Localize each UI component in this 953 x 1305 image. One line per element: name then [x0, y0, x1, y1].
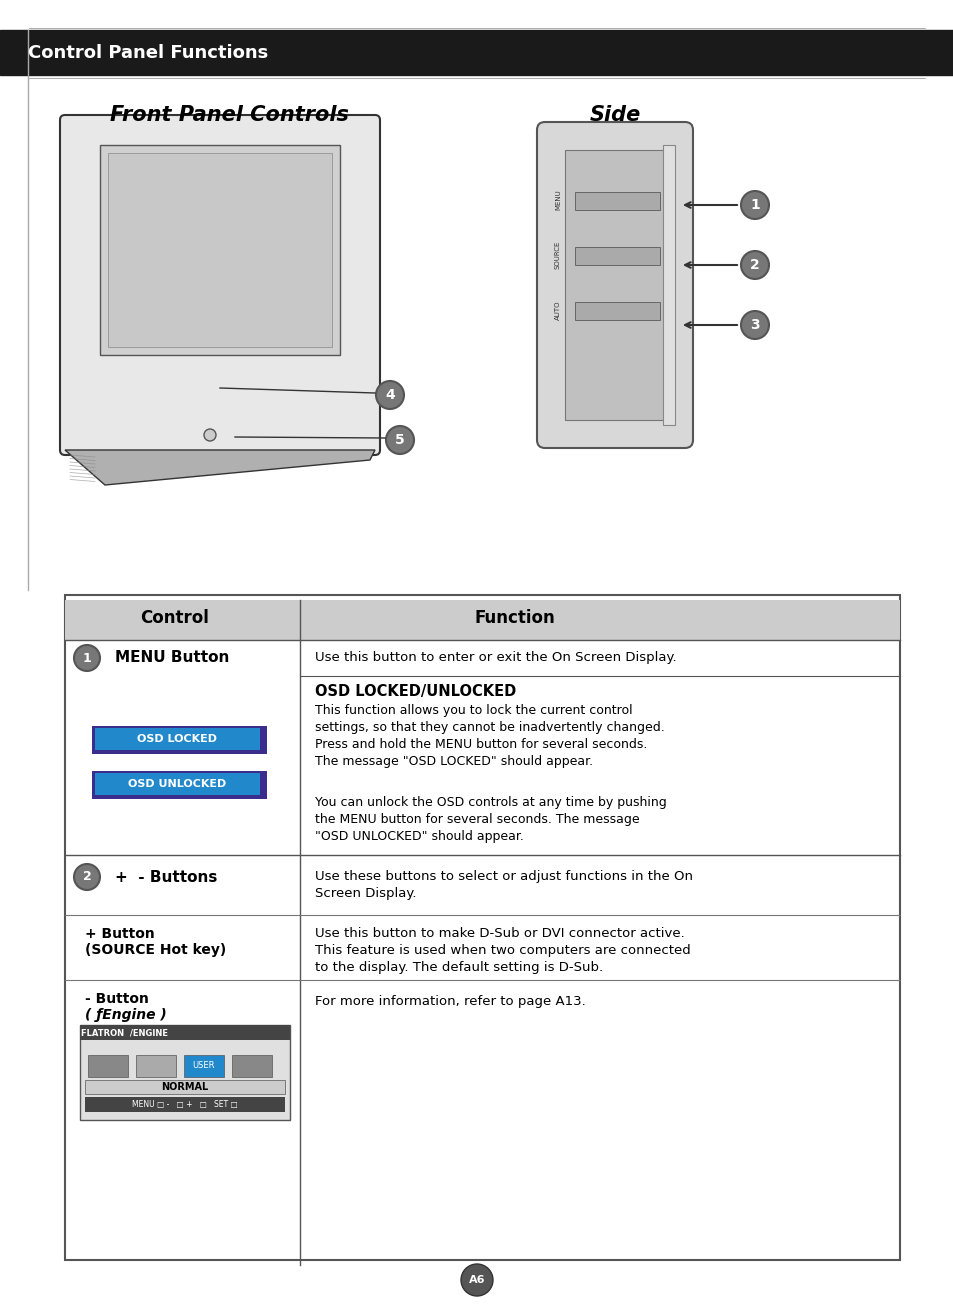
Bar: [136, 1054, 175, 1077]
Bar: [80, 1024, 290, 1120]
Bar: [662, 145, 675, 425]
Circle shape: [740, 251, 768, 279]
Text: OSD LOCKED/UNLOCKED: OSD LOCKED/UNLOCKED: [314, 684, 516, 699]
Text: OSD LOCKED: OSD LOCKED: [137, 733, 216, 744]
Text: This function allows you to lock the current control
settings, so that they cann: This function allows you to lock the cur…: [314, 703, 664, 769]
Bar: [108, 153, 332, 347]
Text: 4: 4: [385, 388, 395, 402]
Bar: [575, 247, 659, 265]
Text: Front Panel Controls: Front Panel Controls: [110, 104, 349, 125]
Text: 1: 1: [749, 198, 760, 211]
Bar: [100, 145, 339, 355]
Bar: [0, 30, 953, 74]
Text: + Button: + Button: [85, 927, 154, 941]
Bar: [91, 771, 267, 799]
Circle shape: [74, 645, 100, 671]
Text: Control Panel Functions: Control Panel Functions: [28, 44, 268, 63]
FancyBboxPatch shape: [60, 115, 379, 455]
Text: USER: USER: [193, 1061, 215, 1070]
Bar: [575, 192, 659, 210]
Text: 3: 3: [749, 318, 759, 331]
Text: MENU Button: MENU Button: [115, 650, 229, 666]
Text: SOURCE: SOURCE: [555, 241, 560, 269]
Text: 2: 2: [749, 258, 760, 271]
Circle shape: [740, 311, 768, 339]
Bar: [65, 595, 899, 1261]
Text: - Button: - Button: [85, 992, 149, 1006]
Bar: [91, 726, 267, 754]
Text: MENU □ -   □ +   □   SET □: MENU □ - □ + □ SET □: [132, 1100, 237, 1108]
Text: Use this button to make D-Sub or DVI connector active.
This feature is used when: Use this button to make D-Sub or DVI con…: [314, 927, 690, 974]
Text: ( ƒEngine ): ( ƒEngine ): [85, 1007, 167, 1022]
Text: Control: Control: [140, 609, 210, 626]
Bar: [80, 1024, 290, 1040]
Bar: [564, 150, 669, 420]
Text: OSD UNLOCKED: OSD UNLOCKED: [128, 779, 226, 790]
Bar: [184, 1054, 224, 1077]
Bar: [575, 301, 659, 320]
Text: AUTO: AUTO: [555, 300, 560, 320]
Text: For more information, refer to page A13.: For more information, refer to page A13.: [314, 996, 585, 1009]
Text: NORMAL: NORMAL: [161, 1082, 209, 1092]
Bar: [65, 600, 899, 639]
Text: Use this button to enter or exit the On Screen Display.: Use this button to enter or exit the On …: [314, 651, 676, 664]
Text: MENU: MENU: [555, 189, 560, 210]
Text: 5: 5: [395, 433, 404, 448]
Circle shape: [386, 425, 414, 454]
Bar: [85, 1098, 285, 1112]
Text: 1: 1: [83, 651, 91, 664]
Bar: [88, 1054, 128, 1077]
Bar: [232, 1054, 272, 1077]
Text: FLATRON  /ENGINE: FLATRON /ENGINE: [81, 1028, 169, 1037]
Text: Use these buttons to select or adjust functions in the On
Screen Display.: Use these buttons to select or adjust fu…: [314, 870, 692, 900]
Bar: [85, 1081, 285, 1094]
Circle shape: [74, 864, 100, 890]
Circle shape: [204, 429, 215, 441]
Text: You can unlock the OSD controls at any time by pushing
the MENU button for sever: You can unlock the OSD controls at any t…: [314, 796, 666, 843]
Circle shape: [375, 381, 403, 408]
Text: A6: A6: [468, 1275, 485, 1285]
Bar: [95, 728, 260, 750]
Text: 2: 2: [83, 870, 91, 883]
Circle shape: [460, 1265, 493, 1296]
Text: (SOURCE Hot key): (SOURCE Hot key): [85, 944, 226, 957]
FancyBboxPatch shape: [537, 121, 692, 448]
Text: Function: Function: [475, 609, 555, 626]
Text: +  - Buttons: + - Buttons: [115, 869, 217, 885]
Polygon shape: [65, 450, 375, 485]
Circle shape: [740, 191, 768, 219]
Bar: [95, 773, 260, 795]
Text: Side: Side: [589, 104, 640, 125]
